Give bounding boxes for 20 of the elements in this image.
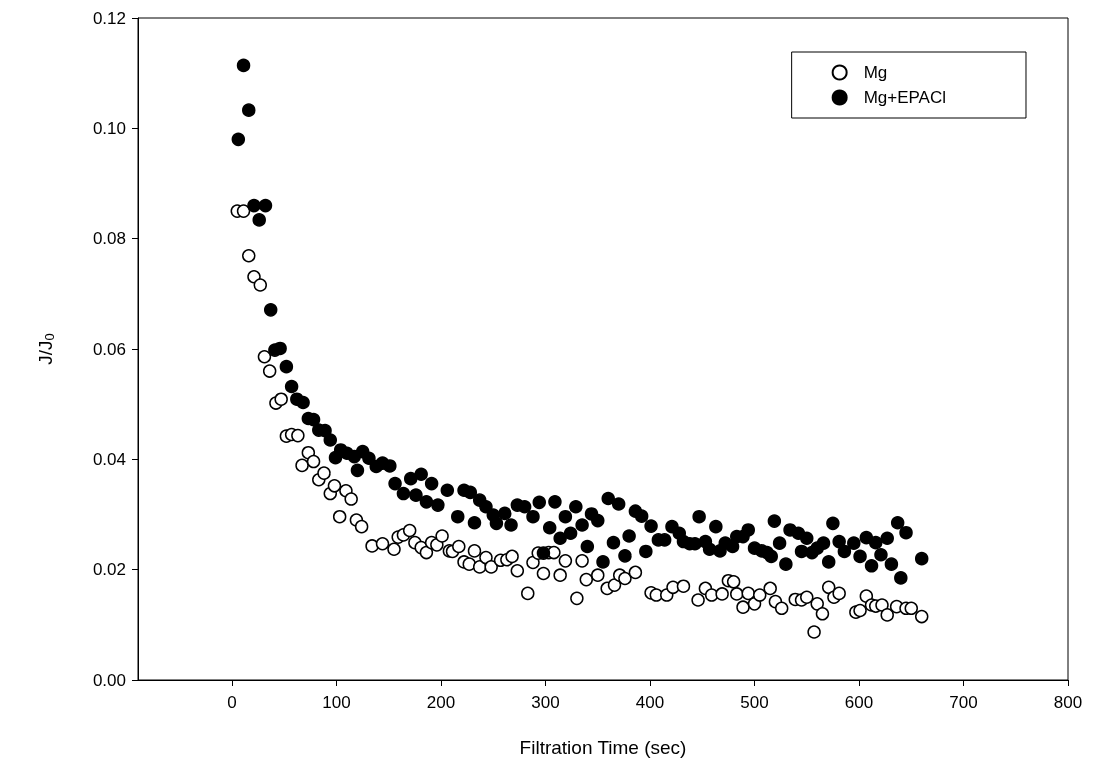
x-tick-label: 0 [227,693,237,712]
x-tick-label: 200 [426,693,456,712]
y-tick-label: 0.00 [92,670,126,690]
x-tick-label: 600 [844,693,874,712]
y-tick-label: 0.08 [92,229,126,249]
x-tick-label: 100 [322,693,351,712]
y-tick-label: 0.04 [92,449,126,469]
y-tick-label: 0.06 [92,339,126,359]
y-tick-label: 0.02 [92,560,126,580]
x-tick-label: 700 [949,693,978,712]
y-axis-title: J/J0 [35,333,57,365]
x-tick-label: 400 [635,693,665,712]
legend-label: Mg [863,63,888,82]
x-tick-label: 500 [740,693,769,712]
y-tick-label: 0.12 [92,8,126,28]
x-axis-title: Filtration Time (sec) [519,737,687,758]
legend-label: Mg+EPACl [863,88,947,107]
x-tick-label: 300 [531,693,560,712]
x-tick-label: 800 [1053,693,1083,712]
y-tick-label: 0.10 [92,118,126,138]
